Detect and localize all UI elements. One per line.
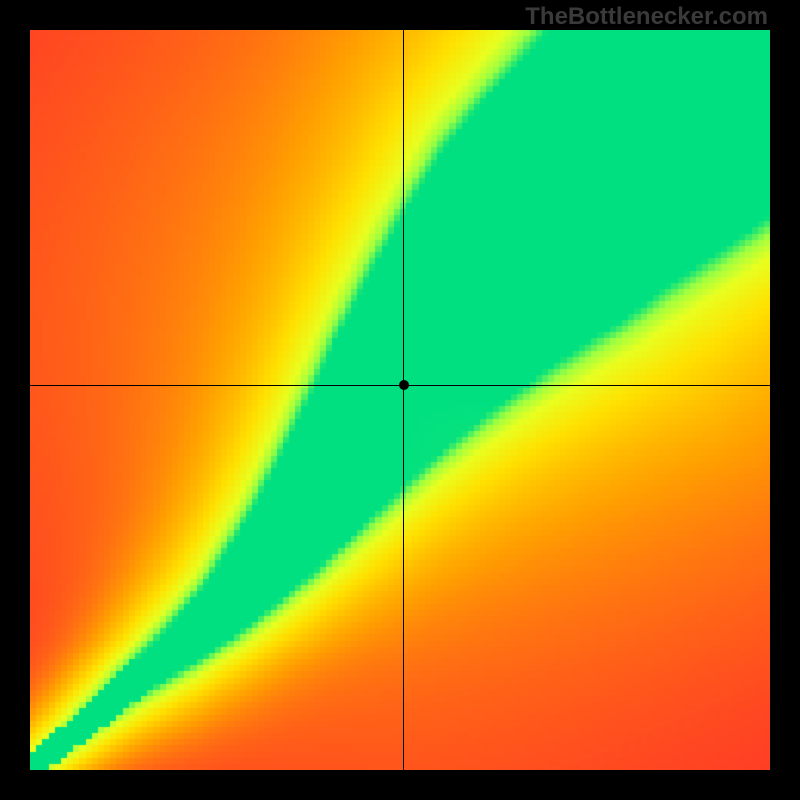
crosshair-vertical <box>403 30 404 770</box>
watermark-text: TheBottlenecker.com <box>525 3 768 31</box>
bottleneck-heatmap <box>30 30 770 770</box>
selection-marker <box>399 380 409 390</box>
